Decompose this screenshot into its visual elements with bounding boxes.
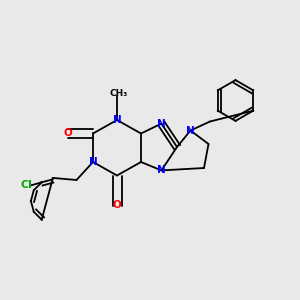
- Text: O: O: [112, 200, 122, 211]
- Text: O: O: [63, 128, 72, 139]
- Text: CH₃: CH₃: [110, 89, 128, 98]
- Text: N: N: [112, 115, 122, 125]
- Text: Cl: Cl: [21, 180, 33, 190]
- Text: N: N: [88, 157, 98, 167]
- Text: N: N: [157, 165, 166, 176]
- Text: N: N: [186, 125, 195, 136]
- Text: N: N: [157, 118, 166, 129]
